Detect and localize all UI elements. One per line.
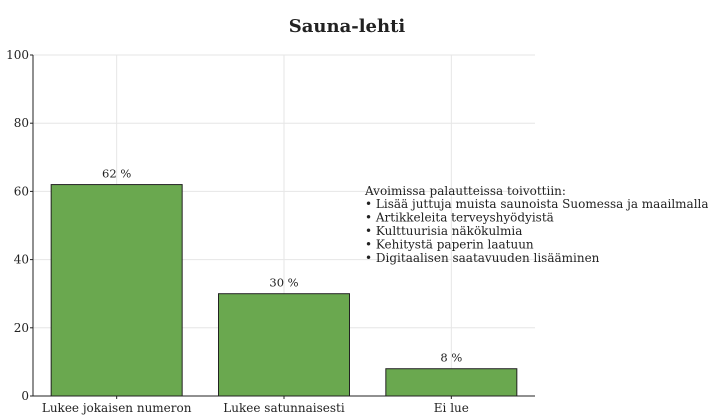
bar-1 xyxy=(50,184,183,397)
annotation-item: • Digitaalisen saatavuuden lisääminen xyxy=(365,251,600,265)
data-label: 30 % xyxy=(269,276,298,290)
bars xyxy=(50,184,518,397)
y-tick-label: 80 xyxy=(14,116,29,130)
annotation-item: • Kulttuurisia näkökulmia xyxy=(365,224,522,238)
tick-labels: 0 20 40 60 80 100 Lukee jokaisen numeron Lukee … xyxy=(6,48,469,415)
y-tick-label: 40 xyxy=(14,253,29,267)
chart-title: Sauna-lehti xyxy=(289,16,406,37)
y-tick-label: 0 xyxy=(21,389,29,403)
x-tick-label: Lukee satunnaisesti xyxy=(223,401,345,415)
annotation-heading: Avoimissa palautteissa toivottiin: xyxy=(364,184,566,198)
y-tick-label: 100 xyxy=(6,48,29,62)
annotation-item: • Kehitystä paperin laatuun xyxy=(365,238,534,252)
y-tick-label: 20 xyxy=(14,321,29,335)
data-label: 62 % xyxy=(102,167,131,181)
bar-2 xyxy=(218,293,350,397)
bar-3 xyxy=(385,368,518,397)
annotation-item: • Lisää juttuja muista saunoista Suomess… xyxy=(365,197,708,211)
x-tick-label: Lukee jokaisen numeron xyxy=(42,401,192,415)
feedback-annotation: Avoimissa palautteissa toivottiin: • Lis… xyxy=(364,184,708,265)
axes xyxy=(30,54,535,399)
data-labels: 62 % 30 % 8 % xyxy=(102,167,462,365)
data-label: 8 % xyxy=(440,351,462,365)
y-tick-label: 60 xyxy=(14,184,29,198)
annotation-item: • Artikkeleita terveyshyödyistä xyxy=(365,211,554,225)
x-tick-label: Ei lue xyxy=(434,401,469,415)
